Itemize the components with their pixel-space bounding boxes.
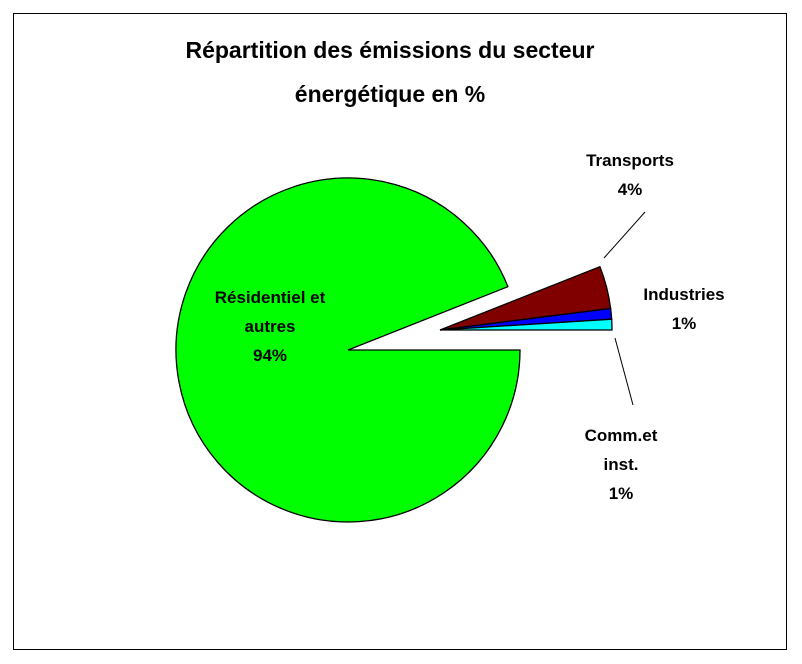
leader-line [603,211,646,259]
chart-frame [13,13,787,650]
category-label: Industries [643,285,725,304]
slice-label: Résidentiel et autres 94% [195,283,345,370]
category-label: Résidentiel et autres [214,288,326,336]
slice-label: Industries 1% [614,280,754,338]
pie-slice [439,318,613,331]
slice-label: Transports 4% [570,146,690,204]
value-label: 1% [608,484,634,503]
category-label: Comm.et inst. [584,426,658,474]
chart-title: Répartition des émissions du secteur éne… [185,37,595,107]
value-label: 94% [252,346,288,365]
value-label: 1% [671,314,697,333]
value-label: 4% [617,180,643,199]
leader-line [614,337,634,406]
pie-slice [175,177,521,523]
category-label: Transports [586,151,674,170]
slice-label: Comm.et inst. 1% [566,421,676,508]
